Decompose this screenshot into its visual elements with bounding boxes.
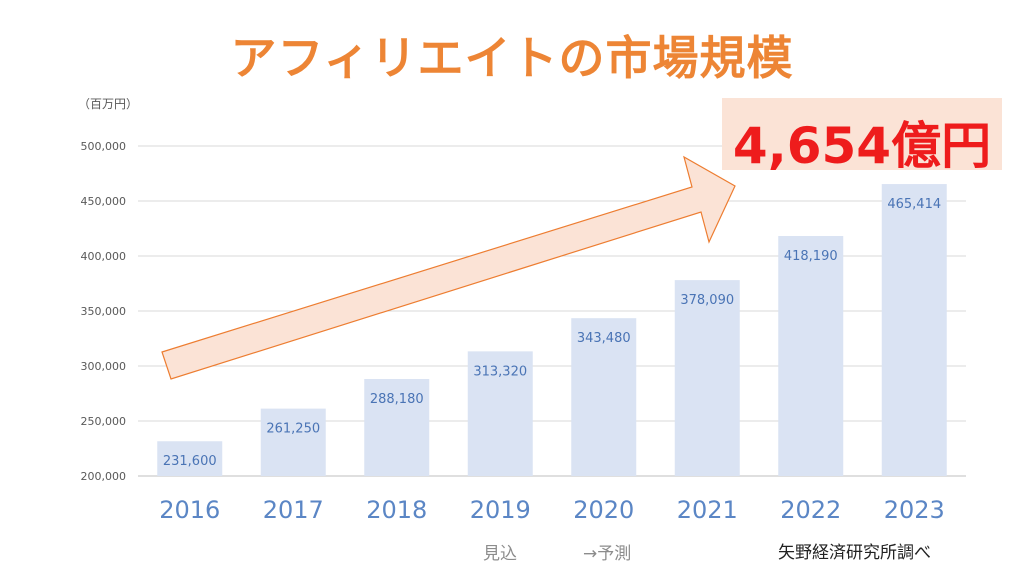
trend-arrow-icon xyxy=(161,155,736,380)
y-tick-label: 350,000 xyxy=(81,305,127,318)
forecast-note: →予測 xyxy=(583,544,632,564)
data-labels: 231,600 261,250 288,180 313,320 343,480 378,0… xyxy=(163,197,941,469)
x-tick-label: 2022 xyxy=(780,496,841,524)
data-label: 378,090 xyxy=(680,293,734,308)
bar xyxy=(571,318,637,476)
x-tick-label: 2020 xyxy=(573,496,634,524)
bar xyxy=(778,235,844,476)
estimate-note: 見込 xyxy=(483,544,517,564)
bar xyxy=(260,408,326,476)
source-note: 矢野経済研究所調べ xyxy=(778,543,931,563)
y-axis-ticks: 200,000 250,000 300,000 350,000 400,000 450,0… xyxy=(81,140,127,483)
market-size-highlight: 4,654億円 xyxy=(732,117,992,175)
x-tick-label: 2023 xyxy=(884,496,945,524)
data-label: 313,320 xyxy=(473,364,527,379)
bar xyxy=(364,379,430,476)
data-label: 343,480 xyxy=(577,331,631,346)
y-tick-label: 400,000 xyxy=(81,250,127,263)
data-label: 465,414 xyxy=(887,197,941,212)
y-tick-label: 250,000 xyxy=(81,415,127,428)
data-label: 261,250 xyxy=(266,422,320,437)
x-tick-label: 2017 xyxy=(263,496,324,524)
y-tick-label: 200,000 xyxy=(81,470,127,483)
x-axis-ticks: 2016 2017 2018 2019 2020 2021 2022 2023 xyxy=(159,496,945,524)
data-label: 288,180 xyxy=(370,392,424,407)
bar xyxy=(674,280,740,476)
x-tick-label: 2018 xyxy=(366,496,427,524)
bar xyxy=(881,184,947,476)
y-tick-label: 500,000 xyxy=(81,140,127,153)
chart-title: アフィリエイトの市場規模 xyxy=(230,31,794,85)
bars xyxy=(157,184,947,476)
y-axis-unit-label: （百万円） xyxy=(78,97,139,111)
y-tick-label: 300,000 xyxy=(81,360,127,373)
x-tick-label: 2019 xyxy=(470,496,531,524)
x-tick-label: 2016 xyxy=(159,496,220,524)
y-tick-label: 450,000 xyxy=(81,195,127,208)
data-label: 418,190 xyxy=(784,249,838,264)
bar xyxy=(157,441,223,476)
bar xyxy=(467,351,533,476)
highlight-box: 4,654億円 xyxy=(722,98,1002,175)
x-tick-label: 2021 xyxy=(677,496,738,524)
data-label: 231,600 xyxy=(163,454,217,469)
